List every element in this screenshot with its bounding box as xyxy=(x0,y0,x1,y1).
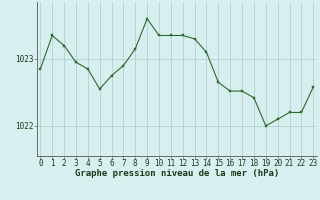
X-axis label: Graphe pression niveau de la mer (hPa): Graphe pression niveau de la mer (hPa) xyxy=(75,169,279,178)
